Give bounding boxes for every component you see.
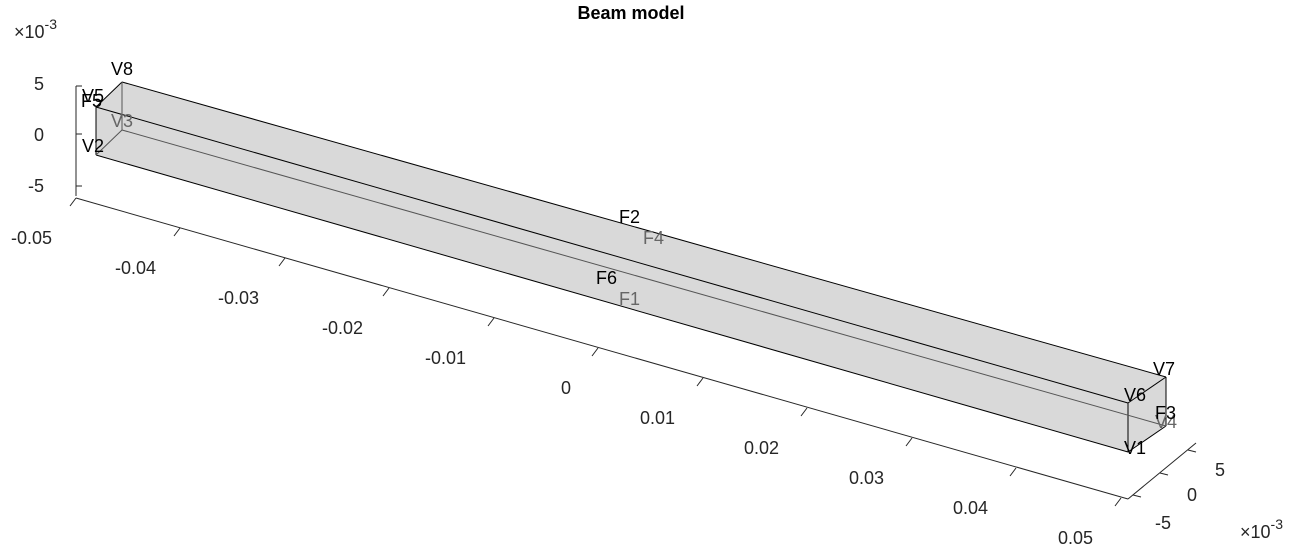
z-axis: 5 0 -5 ×10-3 — [14, 16, 82, 196]
x-tick-label: 0.04 — [953, 498, 988, 518]
face-label: F1 — [619, 289, 640, 309]
plot-title: Beam model — [577, 3, 684, 23]
x-tick-label: -0.01 — [425, 348, 466, 368]
beam-edge — [95, 154, 1129, 453]
x-tick-label: -0.04 — [115, 258, 156, 278]
vertex-label: V2 — [82, 136, 104, 156]
face-label: F2 — [619, 207, 640, 227]
beam-edge — [1127, 425, 1167, 453]
face-label: F5 — [81, 91, 102, 111]
x-tick-label: 0.05 — [1058, 528, 1093, 548]
vertex-label: V7 — [1153, 359, 1175, 379]
beam-geometry — [95, 81, 1167, 453]
vertex-label: V1 — [1124, 438, 1146, 458]
beam-edge — [95, 106, 1129, 404]
face-label: F4 — [643, 228, 664, 248]
vertex-label: V3 — [111, 111, 133, 131]
y-axis: 5 0 -5 ×10-3 — [1127, 442, 1283, 542]
beam-hidden-edge — [95, 129, 123, 156]
face-label: F6 — [596, 268, 617, 288]
beam-edge — [95, 81, 123, 108]
x-tick-label: 0.01 — [640, 408, 675, 428]
beam-edge — [1127, 376, 1167, 404]
y-exponent-label: ×10-3 — [1240, 516, 1283, 542]
z-exponent-label: ×10-3 — [14, 16, 57, 42]
y-tick-label: 5 — [1215, 460, 1225, 480]
z-tick-label: -5 — [28, 176, 44, 196]
vertex-label: V4 — [1155, 412, 1177, 432]
x-tick-label: 0 — [561, 378, 571, 398]
z-tick-label: 5 — [34, 74, 44, 94]
x-axis: -0.05 -0.04 -0.03 -0.02 -0.01 0 0.01 0.0… — [11, 197, 1129, 548]
x-tick-label: -0.05 — [11, 228, 52, 248]
vertex-label: V5 — [82, 86, 104, 106]
beam-edge — [121, 81, 1167, 378]
y-tick-label: 0 — [1187, 485, 1197, 505]
face-label: F3 — [1155, 403, 1176, 423]
x-tick-label: 0.03 — [849, 468, 884, 488]
geometry-labels: V8 V5 V3 V2 V7 V6 V4 V1 F5 F2 F4 F6 F1 F… — [81, 59, 1177, 458]
x-tick-label: -0.03 — [218, 288, 259, 308]
y-tick-label: -5 — [1155, 513, 1171, 533]
beam-hidden-edge — [121, 129, 1167, 427]
x-tick-label: -0.02 — [322, 318, 363, 338]
vertex-label: V6 — [1124, 385, 1146, 405]
z-tick-label: 0 — [34, 125, 44, 145]
x-tick-label: 0.02 — [744, 438, 779, 458]
vertex-label: V8 — [111, 59, 133, 79]
beam-face — [96, 82, 1166, 452]
